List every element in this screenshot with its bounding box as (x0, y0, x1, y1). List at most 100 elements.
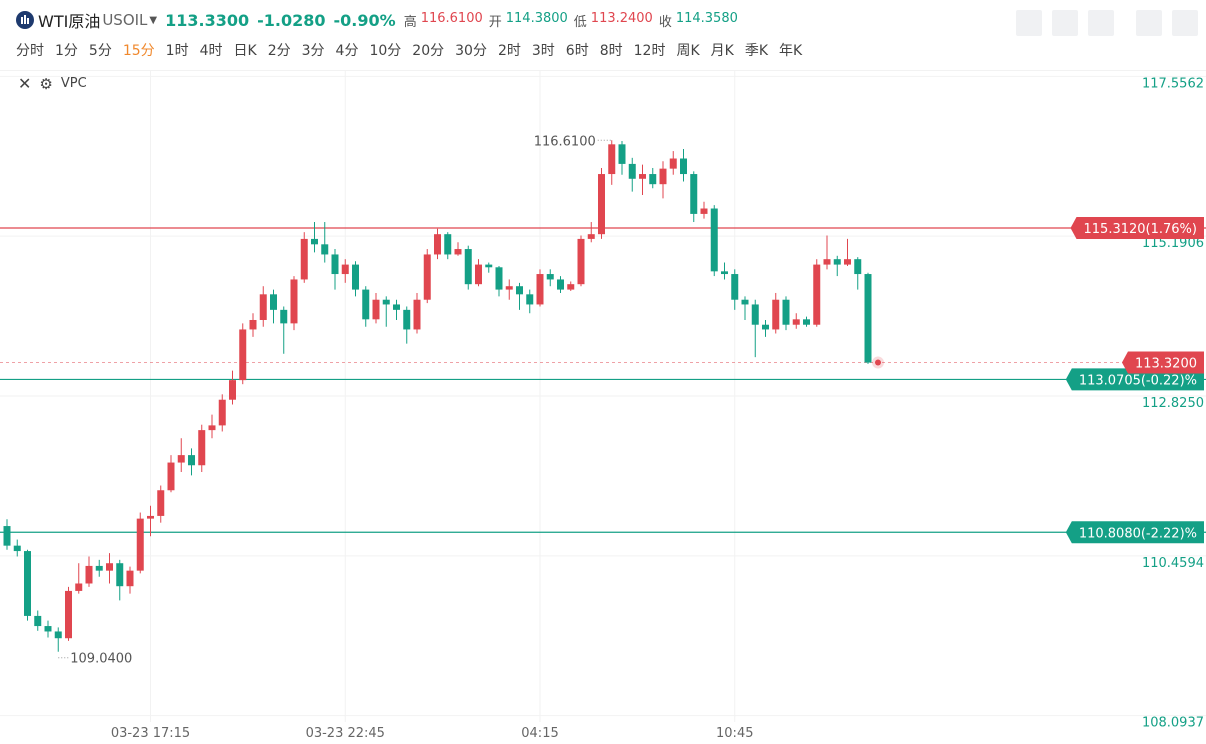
candle-body (229, 380, 236, 400)
candle-body (290, 279, 298, 324)
stat-value: 114.3580 (675, 10, 738, 26)
candle-body (557, 279, 564, 290)
candle-body (792, 319, 800, 325)
candle-body (628, 163, 636, 179)
period-tab[interactable]: 15分 (122, 43, 155, 59)
candle-body (762, 324, 769, 330)
period-tab[interactable]: 4时 (199, 43, 223, 59)
tool-close[interactable] (1172, 10, 1198, 36)
period-tab[interactable]: 12时 (633, 43, 666, 59)
candle-body (136, 518, 144, 571)
chart: 117.5562 115.1906 112.8250 110.4594 108.0937… (0, 70, 1206, 741)
candle-body (382, 299, 390, 305)
candle-body (65, 590, 72, 639)
candle-body (270, 294, 277, 310)
stat-value: 114.3800 (505, 10, 568, 26)
candle-body (844, 259, 851, 265)
stat-value: 116.6100 (420, 10, 483, 26)
tool-line[interactable] (1016, 10, 1042, 36)
period-tab[interactable]: 8时 (599, 43, 623, 59)
period-tab[interactable]: 5分 (88, 43, 112, 59)
period-tab[interactable]: 年K (779, 43, 803, 59)
candle-body (434, 234, 441, 255)
logo (16, 11, 34, 29)
candle-body (85, 565, 93, 584)
candle-body (259, 294, 267, 320)
candle-body (208, 425, 216, 431)
candle-body (526, 294, 534, 305)
tool-draw[interactable] (1052, 10, 1078, 36)
stat-label: 低 (573, 14, 587, 30)
settings[interactable]: ⚙ (39, 74, 53, 93)
period-tab[interactable]: 2时 (497, 43, 521, 59)
y-tick-label: 108.0937 (1142, 716, 1204, 731)
candle-body (311, 238, 318, 245)
stat-value: 113.2400 (590, 10, 653, 26)
candle-body (300, 238, 308, 280)
x-tick-label: 04:15 (521, 726, 558, 741)
candle-body (218, 399, 226, 426)
candle-body (690, 174, 698, 214)
annotation: 116.6100 (534, 134, 596, 149)
period-tab[interactable]: 1分 (55, 43, 78, 59)
period-tab[interactable]: 20分 (412, 43, 445, 59)
period-tab[interactable]: 3时 (531, 43, 555, 59)
candle-body (24, 551, 31, 616)
level-tag (1065, 521, 1204, 544)
change: -1.0280 (257, 10, 326, 30)
y-tick-label: 115.1906 (1142, 236, 1204, 251)
period-tab[interactable]: 月K (710, 43, 734, 59)
candle-body (116, 563, 124, 587)
period-tab[interactable]: 4分 (335, 43, 359, 59)
level-label: 113.3200 (1135, 357, 1197, 372)
toolbar (1016, 10, 1198, 36)
level-tag (1070, 216, 1204, 239)
period-tab[interactable]: 1时 (165, 43, 189, 59)
candle-body (34, 615, 42, 627)
period-tab[interactable]: 季K (744, 43, 769, 59)
stat-label: 收 (658, 14, 672, 30)
period-tab[interactable]: 3分 (301, 43, 325, 59)
candle-body (403, 309, 411, 330)
candle-body (649, 174, 657, 185)
candle-body (393, 304, 400, 310)
candle-body (126, 570, 134, 587)
period-tab[interactable]: 2分 (267, 43, 291, 59)
candle-body (198, 430, 206, 466)
tool-candle[interactable] (1088, 10, 1114, 36)
symbol[interactable]: WTI原油 (38, 12, 101, 31)
candle-body (823, 259, 831, 265)
close-indicator[interactable]: ✕ (18, 74, 32, 93)
candle-body (464, 249, 472, 285)
annotation: 109.0400 (70, 652, 132, 667)
code[interactable]: USOIL (102, 11, 148, 29)
candle-body (167, 462, 175, 491)
period-tab[interactable]: 分时 (16, 43, 44, 59)
candle-body (280, 309, 288, 324)
level-label: 115.3120(1.76%) (1084, 222, 1197, 237)
change-pct: -0.90% (333, 10, 396, 30)
candle-body (3, 526, 11, 546)
candle-body (608, 144, 616, 175)
indicator-bar: ✕ ⚙ VPC (18, 74, 87, 93)
candle-body (423, 254, 431, 300)
period-tab[interactable]: 日K (233, 43, 257, 59)
period-tab[interactable]: 30分 (455, 43, 487, 59)
candle-body (618, 144, 626, 164)
candle-body (639, 174, 646, 179)
candle-body (731, 274, 739, 300)
tool-collapse[interactable] (1136, 10, 1162, 36)
candle-body (721, 271, 728, 275)
candle-body (177, 455, 185, 463)
candle-body (54, 631, 62, 639)
dropdown[interactable]: ▼ (149, 14, 158, 26)
candle-body (546, 274, 554, 280)
candle-body (362, 289, 370, 320)
period-tab[interactable]: 10分 (369, 43, 402, 59)
period-tab[interactable]: 6时 (565, 43, 589, 59)
level-label: 113.0705(-0.22)% (1079, 373, 1197, 388)
candle-body (372, 299, 380, 320)
y-tick-label: 112.8250 (1142, 396, 1204, 411)
candle-body (680, 158, 687, 175)
period-tab[interactable]: 周K (676, 43, 700, 59)
